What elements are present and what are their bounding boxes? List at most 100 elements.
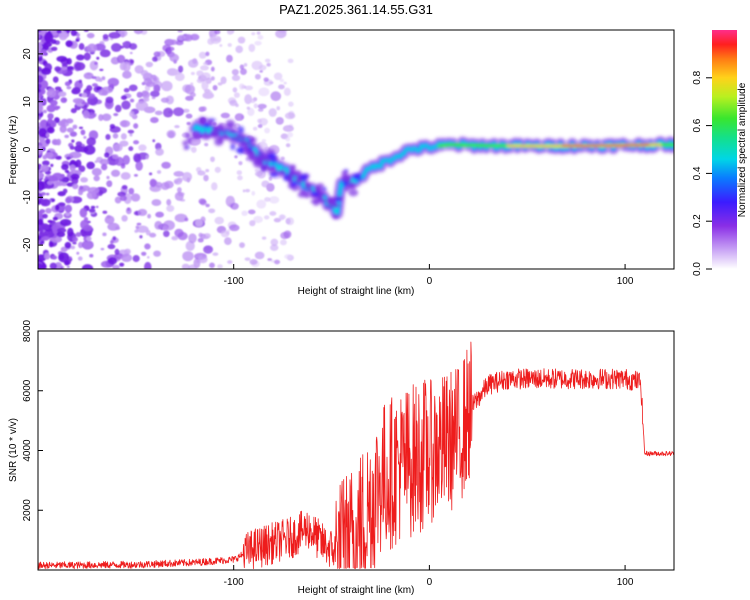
ridge-blob: [184, 132, 190, 138]
noise-speckle: [83, 52, 91, 61]
noise-speckle: [107, 222, 120, 231]
noise-speckle: [38, 126, 41, 130]
noise-speckle: [86, 85, 93, 92]
noise-speckle: [119, 120, 131, 128]
noise-speckle: [155, 148, 164, 156]
noise-speckle: [234, 113, 245, 121]
noise-speckle: [64, 204, 73, 213]
noise-speckle: [174, 72, 185, 82]
ridge-blob: [342, 180, 348, 187]
noise-speckle: [121, 253, 133, 263]
noise-speckle: [198, 198, 207, 205]
noise-speckle: [243, 63, 248, 67]
noise-speckle: [46, 180, 53, 186]
noise-speckle: [283, 87, 291, 96]
noise-speckle: [140, 70, 149, 77]
noise-speckle: [135, 100, 149, 111]
noise-speckle: [86, 32, 95, 39]
noise-speckle: [184, 217, 189, 222]
noise-speckle: [285, 136, 291, 142]
ridge-blob: [252, 160, 263, 165]
noise-speckle: [64, 134, 70, 139]
noise-speckle: [38, 93, 43, 99]
ridge-blob: [290, 164, 296, 169]
noise-speckle: [239, 64, 245, 70]
noise-speckle: [42, 213, 48, 219]
ridge-blob: [201, 132, 211, 141]
top-x-tick-label: 100: [617, 276, 634, 287]
noise-speckle: [264, 197, 271, 202]
noise-speckle: [57, 181, 61, 186]
noise-speckle: [200, 65, 209, 71]
noise-speckle: [273, 72, 283, 81]
ridge-blob: [270, 159, 277, 164]
noise-speckle: [122, 42, 127, 46]
noise-speckle: [268, 108, 277, 117]
noise-speckle: [133, 153, 141, 163]
noise-speckle: [275, 117, 284, 125]
noise-speckle: [76, 33, 80, 37]
noise-speckle: [48, 241, 54, 248]
noise-speckle: [258, 87, 270, 97]
noise-speckle: [279, 214, 286, 220]
noise-speckle: [136, 222, 142, 226]
noise-speckle: [177, 34, 186, 41]
snr-series-line: [38, 341, 674, 570]
noise-speckle: [50, 99, 58, 107]
noise-speckle: [40, 49, 47, 56]
ridge-blob: [269, 153, 277, 161]
noise-speckle: [177, 30, 183, 33]
noise-speckle: [83, 145, 96, 155]
noise-speckle: [78, 126, 84, 130]
ridge-blob: [348, 189, 359, 197]
noise-speckle: [112, 133, 119, 139]
noise-speckle: [120, 172, 131, 180]
noise-speckle: [41, 223, 50, 231]
noise-speckle: [173, 178, 183, 185]
ridge-blob: [239, 138, 247, 146]
noise-speckle: [80, 177, 88, 183]
ridge-blob: [278, 169, 286, 176]
noise-speckle: [65, 122, 70, 126]
noise-speckle: [229, 224, 240, 232]
noise-speckle: [233, 92, 240, 98]
noise-speckle: [64, 260, 70, 266]
noise-speckle: [256, 199, 267, 209]
noise-speckle: [224, 237, 232, 246]
noise-speckle: [47, 118, 53, 124]
noise-speckle: [86, 191, 97, 200]
colorbar-tick-label: 0.6: [692, 118, 703, 132]
ridge-blob: [269, 172, 279, 178]
noise-speckle: [122, 155, 130, 165]
noise-speckle: [78, 79, 83, 84]
noise-speckle: [112, 154, 119, 160]
ridge-blob: [225, 119, 235, 127]
noise-speckle: [64, 241, 72, 249]
noise-speckle: [38, 127, 48, 138]
noise-speckle: [134, 229, 139, 233]
noise-speckle: [205, 51, 210, 57]
ridge-blob: [256, 151, 265, 160]
noise-speckle: [74, 62, 86, 71]
noise-speckle: [105, 134, 111, 140]
noise-speckle: [166, 46, 175, 52]
noise-speckle: [185, 113, 193, 119]
noise-speckle: [217, 82, 223, 86]
noise-speckle: [90, 205, 96, 209]
noise-speckle: [246, 106, 251, 110]
ridge-blob: [341, 170, 349, 176]
noise-speckle: [45, 132, 50, 138]
noise-speckle: [88, 93, 96, 99]
noise-speckle: [128, 146, 134, 152]
colorbar-label: Normalized spectral amplitude: [737, 82, 748, 217]
noise-speckle: [38, 30, 41, 33]
noise-speckle: [65, 40, 73, 47]
noise-speckle: [89, 253, 94, 258]
noise-speckle: [70, 30, 77, 37]
noise-speckle: [208, 208, 216, 214]
ridge-blob: [222, 134, 228, 138]
noise-speckle: [128, 187, 135, 195]
noise-speckle: [149, 178, 157, 188]
noise-speckle: [186, 121, 191, 126]
noise-speckle: [56, 227, 67, 233]
